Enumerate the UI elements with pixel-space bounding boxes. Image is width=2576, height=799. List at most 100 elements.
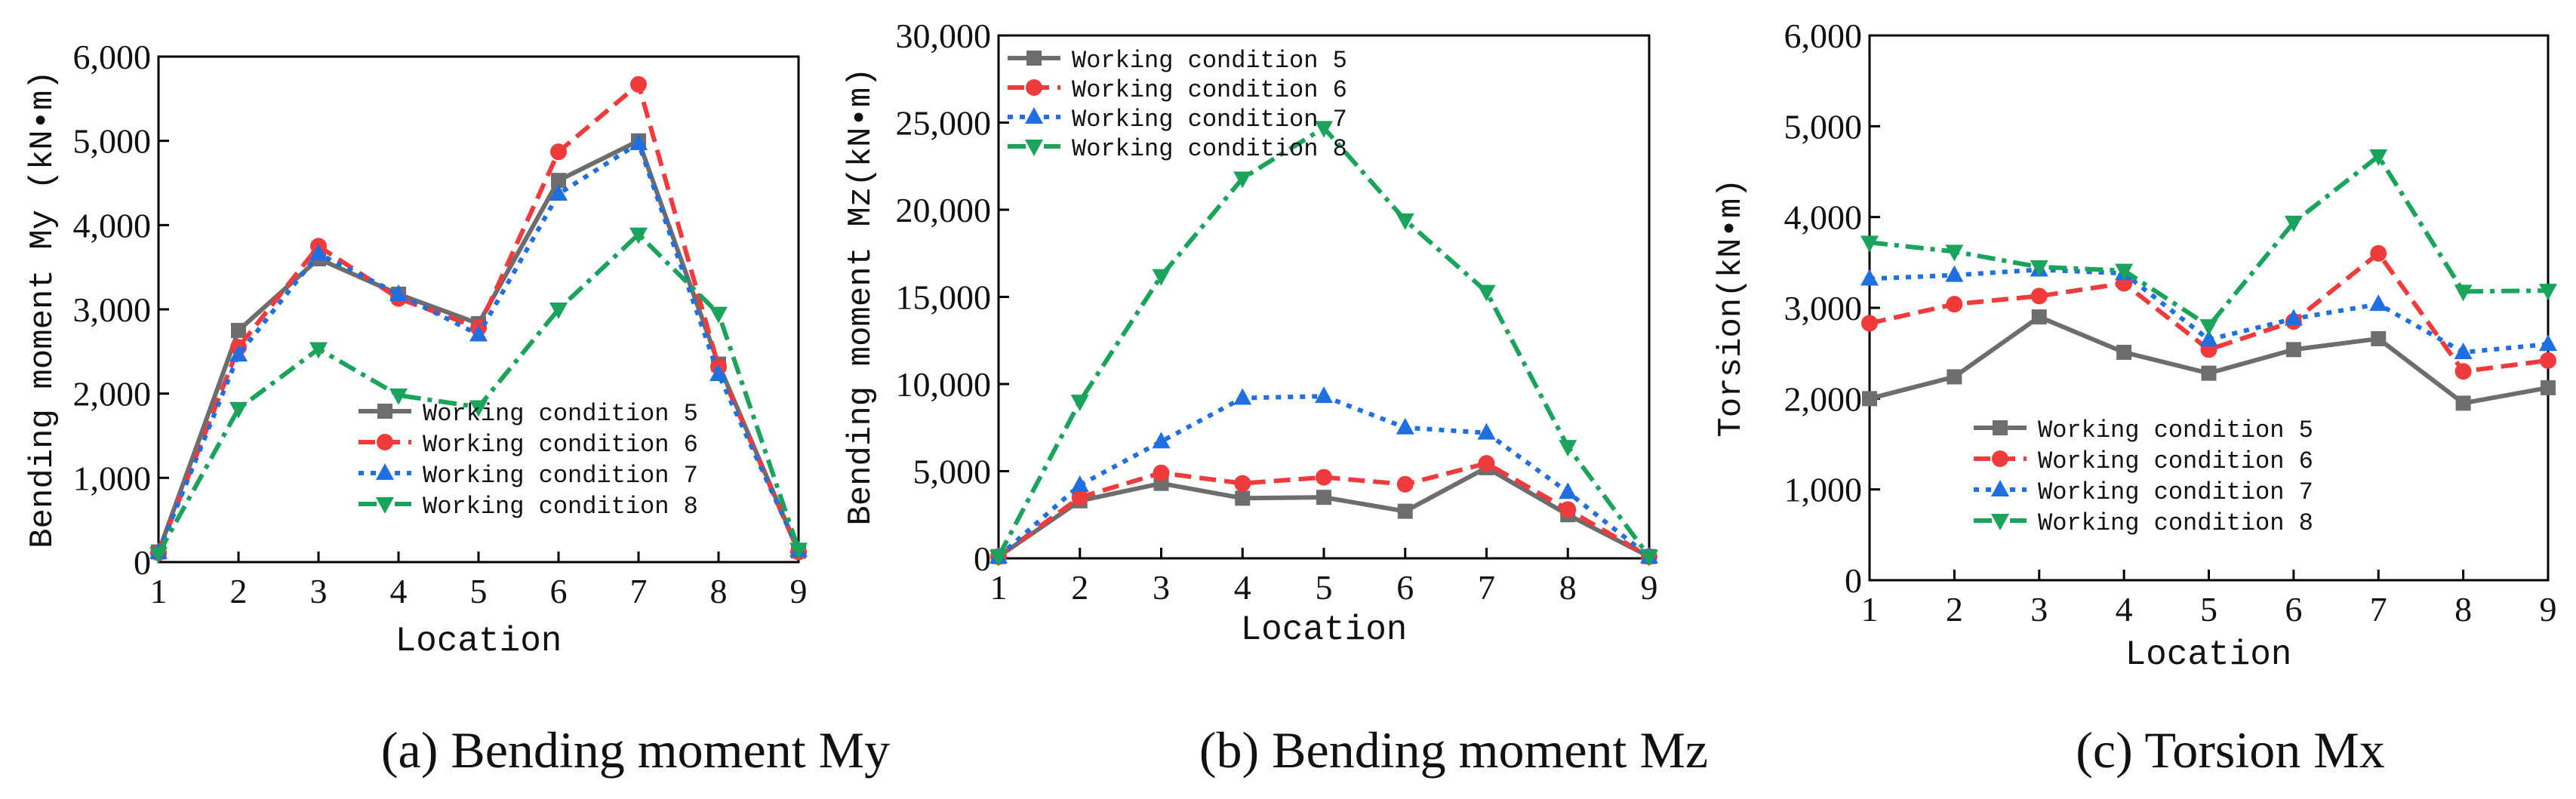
y-tick-label: 20,000 <box>896 191 992 229</box>
data-point <box>229 345 248 362</box>
y-tick-label: 10,000 <box>896 365 992 404</box>
legend-item: Working condition 5 <box>1974 416 2313 444</box>
data-point <box>229 401 248 419</box>
y-tick-label: 4,000 <box>73 206 152 244</box>
data-point <box>1233 388 1252 405</box>
x-tick-label: 3 <box>1153 568 1170 607</box>
data-point <box>1396 213 1414 230</box>
y-tick-label: 0 <box>134 543 151 582</box>
legend-label: Working condition 6 <box>1072 76 1347 104</box>
x-tick-label: 5 <box>470 572 488 610</box>
y-tick-label: 0 <box>974 539 991 578</box>
data-point <box>1153 464 1170 481</box>
data-point <box>2284 309 2303 326</box>
x-tick-label: 1 <box>150 572 168 610</box>
y-axis-ticks: 0 1,000 2,000 3,000 4,000 5,000 6,000 <box>73 38 169 582</box>
y-tick-label: 5,000 <box>913 453 992 491</box>
series-line <box>1869 154 2549 329</box>
data-point <box>2284 215 2303 232</box>
data-point <box>2199 319 2218 337</box>
data-point <box>2455 395 2471 411</box>
data-point <box>1233 171 1252 189</box>
data-point <box>2454 363 2472 380</box>
series-line <box>1869 250 2549 374</box>
x-tick-label: 7 <box>1478 568 1495 607</box>
x-tick-label: 3 <box>2030 590 2048 628</box>
data-point <box>1070 395 1089 412</box>
y-tick-label: 6,000 <box>73 38 152 76</box>
data-point <box>389 284 408 301</box>
x-axis-label: Location <box>2125 635 2292 675</box>
data-point <box>1316 490 1331 506</box>
data-point <box>2030 287 2048 305</box>
y-tick-label: 30,000 <box>896 17 992 55</box>
series-group <box>1860 149 2557 411</box>
x-tick-label: 7 <box>2370 590 2387 628</box>
panel-c-torsion-mx: 0 1,000 2,000 3,000 4,000 5,000 6,000 1 2 3 4 5 6 7 8… <box>1713 17 2557 675</box>
x-tick-label: 9 <box>2540 590 2557 628</box>
series-line <box>156 138 801 553</box>
data-point <box>2454 342 2473 359</box>
legend-marker <box>1992 450 2008 467</box>
y-axis-label: Torsion(kN•m) <box>1713 178 1750 437</box>
x-axis-label: Location <box>395 622 562 661</box>
data-point <box>1559 440 1577 457</box>
x-axis-ticks: 1 2 3 4 5 6 7 8 9 <box>1861 570 2557 628</box>
y-tick-label: 5,000 <box>73 122 152 161</box>
data-point <box>1477 284 1496 302</box>
data-point <box>2541 380 2556 395</box>
legend-marker <box>1025 140 1043 156</box>
series-working-condition-6 <box>990 455 1657 565</box>
x-tick-label: 2 <box>230 572 248 610</box>
legend-label: Working condition 5 <box>2038 416 2313 444</box>
legend-label: Working condition 6 <box>423 431 698 459</box>
series-working-condition-6 <box>1861 244 2556 380</box>
data-point <box>1316 469 1332 486</box>
y-tick-label: 15,000 <box>896 278 992 317</box>
data-point <box>2371 330 2387 346</box>
legend-marker <box>1991 514 2009 530</box>
x-tick-label: 8 <box>1559 568 1577 607</box>
legend-item: Working condition 6 <box>359 431 698 459</box>
series-line <box>156 141 801 553</box>
data-point <box>709 364 728 381</box>
legend-marker <box>1991 480 2009 496</box>
data-point <box>2031 309 2047 325</box>
series-working-condition-7 <box>1860 260 2557 359</box>
legend-label: Working condition 8 <box>1072 135 1347 163</box>
legend-marker <box>376 497 394 514</box>
data-point <box>1315 386 1333 404</box>
data-point <box>1862 391 1877 407</box>
y-tick-label: 5,000 <box>1784 107 1863 146</box>
data-point <box>2539 284 2557 301</box>
data-point <box>2370 244 2387 262</box>
x-tick-label: 9 <box>790 572 808 610</box>
series-working-condition-8 <box>989 121 1658 567</box>
y-axis-label: Bending moment Mz(kN•m) <box>842 67 880 525</box>
panel-b-bending-moment-mz: 0 5,000 10,000 15,000 20,000 25,000 30,000 1 2 3… <box>842 17 1658 650</box>
legend-label: Working condition 7 <box>1072 106 1347 134</box>
x-tick-label: 4 <box>390 572 408 610</box>
legend: Working condition 5 Working condition 6 Wo… <box>1974 416 2313 537</box>
y-tick-label: 2,000 <box>1784 380 1863 418</box>
legend-label: Working condition 7 <box>423 462 698 490</box>
data-point <box>1946 296 1963 313</box>
legend-label: Working condition 8 <box>2038 509 2313 537</box>
legend-item: Working condition 7 <box>1008 106 1347 134</box>
legend-marker <box>1025 107 1043 124</box>
data-point <box>989 549 1008 567</box>
data-point <box>2369 149 2388 167</box>
data-point <box>1945 244 1964 262</box>
data-point <box>2030 260 2048 277</box>
x-tick-label: 7 <box>630 572 648 610</box>
x-tick-label: 1 <box>990 568 1008 607</box>
data-point <box>1152 432 1171 449</box>
y-tick-label: 0 <box>1845 561 1862 600</box>
data-point <box>2201 365 2217 381</box>
data-point <box>1397 503 1413 519</box>
x-axis-ticks: 1 2 3 4 5 6 7 8 9 <box>990 548 1658 607</box>
x-axis-label: Location <box>1241 610 1408 650</box>
data-point <box>1640 549 1658 567</box>
y-tick-label: 1,000 <box>73 459 152 497</box>
y-tick-label: 2,000 <box>73 375 152 413</box>
